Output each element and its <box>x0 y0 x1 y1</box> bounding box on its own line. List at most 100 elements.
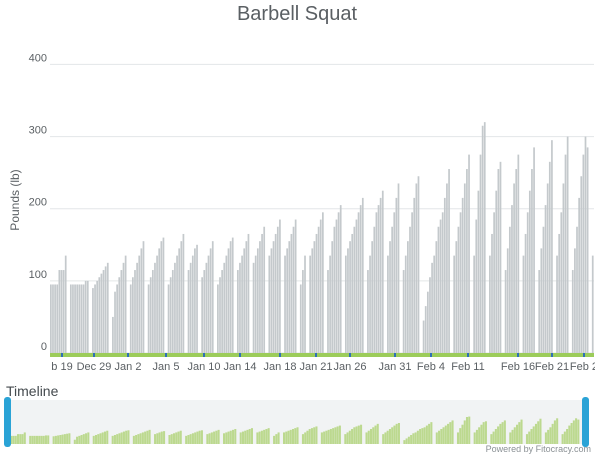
navigator-bar <box>329 429 332 444</box>
bar <box>196 244 198 353</box>
bar <box>391 226 393 353</box>
navigator-bar <box>461 424 464 444</box>
navigator[interactable] <box>4 397 589 447</box>
bar <box>69 284 72 353</box>
navigator-bar <box>518 422 521 444</box>
navigator-bar <box>163 431 166 444</box>
bar <box>223 262 226 353</box>
navigator-bar <box>94 435 98 444</box>
navigator-bar <box>304 432 307 444</box>
bar <box>194 248 196 353</box>
bar <box>56 284 59 353</box>
navigator-bar <box>537 421 540 444</box>
navigator-bar <box>52 436 55 444</box>
bar <box>475 219 478 353</box>
bar <box>522 255 525 353</box>
navigator-bar <box>382 434 385 444</box>
x-tick-label: Feb 2 <box>570 361 595 373</box>
bar <box>96 280 99 353</box>
navigator-bar <box>275 434 278 444</box>
navigator-bar <box>351 429 354 444</box>
bar <box>422 320 425 353</box>
bar <box>169 277 172 353</box>
bar <box>508 226 511 353</box>
x-tick-label: Feb 16 <box>501 361 535 373</box>
bar <box>120 270 123 353</box>
bar <box>124 255 127 353</box>
bar <box>556 255 558 353</box>
navigator-bar <box>265 429 268 444</box>
bar <box>455 241 458 353</box>
bar <box>231 237 234 353</box>
bar <box>367 270 369 353</box>
bar <box>86 280 89 353</box>
bar <box>461 197 464 353</box>
navigator-bar <box>503 420 506 444</box>
navigator-bar <box>444 425 447 444</box>
navigator-bar <box>465 417 469 444</box>
bar <box>288 241 291 353</box>
navigator-bar <box>99 433 102 444</box>
navigator-bar <box>260 430 263 444</box>
navigator-bar <box>308 429 311 444</box>
navigator-bar <box>482 422 485 444</box>
bar <box>582 154 585 353</box>
navigator-bar <box>325 430 328 444</box>
navigator-bar <box>547 429 550 444</box>
bar <box>548 161 551 353</box>
bar <box>284 255 286 353</box>
bar <box>506 248 509 353</box>
bar <box>355 219 358 353</box>
bar <box>558 233 561 353</box>
navigator-bar <box>397 423 400 444</box>
x-tick-mark <box>279 353 281 357</box>
navigator-bar <box>116 434 119 444</box>
bar <box>459 212 462 353</box>
navigator-bar <box>146 430 149 444</box>
navigator-bar <box>277 432 280 444</box>
bar <box>313 241 316 353</box>
navigator-bar <box>353 427 356 444</box>
bar <box>402 270 405 353</box>
navigator-bar <box>73 439 76 444</box>
bar <box>205 262 208 353</box>
navigator-bar <box>499 423 502 444</box>
bar <box>50 284 52 353</box>
x-tick-label: b 19 <box>51 361 72 373</box>
bar <box>158 248 161 353</box>
navigator-bar <box>480 424 483 444</box>
navigator-bar <box>296 427 299 444</box>
navigator-bar <box>248 429 251 444</box>
navigator-bar <box>92 435 95 444</box>
navigator-bar <box>285 431 288 444</box>
navigator-bar <box>229 430 232 444</box>
navigator-bar <box>534 423 537 444</box>
x-tick-label: Jan 31 <box>378 361 411 373</box>
bar <box>515 169 518 353</box>
bar <box>353 226 356 353</box>
navigator-bar <box>435 432 438 444</box>
navigator-bar <box>412 433 415 444</box>
navigator-bar <box>10 435 13 444</box>
navigator-bar <box>572 420 575 444</box>
navigator-left-handle <box>4 397 11 447</box>
navigator-bar <box>386 430 389 444</box>
bar <box>544 205 547 353</box>
credit-text[interactable]: Powered by Fitocracy.com <box>486 444 591 454</box>
navigator-bar <box>301 434 304 444</box>
y-tick-label: 0 <box>41 341 47 353</box>
bar <box>62 270 65 353</box>
bar <box>357 212 360 353</box>
navigator-bar <box>148 429 151 444</box>
bar <box>259 241 261 353</box>
bar <box>64 255 67 353</box>
navigator-bar <box>494 429 497 444</box>
bar <box>387 255 389 353</box>
navigator-bar <box>516 424 519 444</box>
bars-layer <box>50 122 594 353</box>
bar <box>586 147 589 353</box>
bar <box>443 197 446 353</box>
navigator-bar <box>528 431 531 444</box>
bar <box>576 226 578 353</box>
bar <box>497 169 500 353</box>
